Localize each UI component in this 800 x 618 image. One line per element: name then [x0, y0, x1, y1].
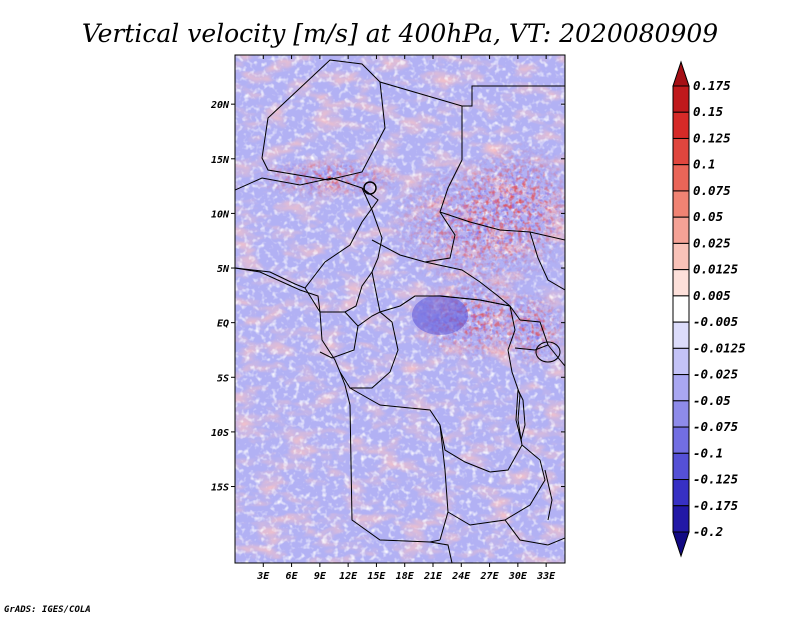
- boundary-malawi: [544, 469, 553, 521]
- colorbar-label: 0.125: [693, 130, 731, 145]
- plot-frame: [234, 54, 566, 564]
- x-tick-label: 15E: [367, 571, 386, 582]
- boundary-nigeria: [235, 177, 379, 289]
- boundary-tanzania: [547, 344, 565, 367]
- boundary-northern: [261, 59, 386, 181]
- colorbar-segment: [672, 295, 690, 323]
- boundary-angola-east: [439, 424, 449, 541]
- colorbar-segment: [672, 164, 690, 192]
- boundary-drc-north: [399, 295, 521, 321]
- x-tick-label: 30E: [508, 571, 528, 582]
- colorbar-top-arrow: [672, 60, 690, 87]
- x-tick-label: 12E: [339, 571, 358, 582]
- y-tick-label: 5N: [217, 264, 230, 275]
- colorbar-label: -0.0125: [693, 340, 746, 355]
- colorbar-label: 0.1: [693, 157, 716, 172]
- colorbar-segment: [672, 321, 690, 349]
- x-tick-label: 9E: [314, 571, 327, 582]
- colorbar-label: 0.05: [693, 209, 724, 224]
- x-tick-label: 6E: [286, 571, 299, 582]
- y-tick-label: 15N: [211, 155, 230, 166]
- colorbar-segment: [672, 426, 690, 454]
- boundary-zambia: [447, 444, 546, 526]
- y-tick-label: 10N: [211, 209, 230, 220]
- colorbar-label: 0.15: [693, 104, 724, 119]
- colorbar-segment: [672, 111, 690, 139]
- velocity-field: [235, 55, 565, 563]
- y-tick-label: 15S: [211, 483, 229, 494]
- colorbar-segment: [672, 347, 690, 376]
- colorbar-segment: [672, 269, 690, 297]
- colorbar-segment: [672, 505, 690, 533]
- lake-chad: [363, 181, 377, 195]
- coastline-west: [235, 267, 351, 406]
- colorbar-label: -0.2: [693, 524, 723, 539]
- grads-credit: GrADS: IGES/COLA: [4, 605, 91, 615]
- convective-core-layer: [235, 55, 565, 563]
- x-tick-label: 33E: [536, 571, 556, 582]
- colorbar-segment: [672, 452, 690, 481]
- country-boundaries: [235, 59, 565, 563]
- colorbar-segment: [672, 479, 690, 507]
- x-tick-label: 3E: [256, 571, 270, 582]
- y-tick-label: 10S: [211, 428, 229, 439]
- colorbar-label: -0.005: [693, 314, 739, 329]
- colorbar-label: 0.075: [693, 183, 731, 198]
- colorbar-label: -0.175: [693, 498, 739, 513]
- x-tick-label: 18E: [396, 571, 415, 582]
- boundary-egypt-sudan: [462, 85, 565, 107]
- boundary-ethiopia: [529, 231, 565, 291]
- y-tick-label: 5S: [217, 373, 229, 384]
- boundary-gabon: [319, 311, 359, 359]
- colorbar-label: -0.05: [693, 393, 731, 408]
- x-tick-label: 24E: [451, 571, 471, 582]
- boundary-chad-east: [424, 159, 463, 263]
- boundary-south-sudan: [439, 211, 565, 241]
- colorbar-label: -0.025: [693, 367, 739, 382]
- x-tick-label: 21E: [423, 571, 443, 582]
- colorbar: 0.175 0.15 0.125 0.1 0.075 0.05 0.025 0.0125 0.0…: [672, 60, 746, 558]
- colorbar-label: 0.175: [693, 78, 731, 93]
- colorbar-segment: [672, 242, 690, 271]
- colorbar-label: 0.0125: [693, 262, 739, 277]
- colorbar-label: -0.1: [693, 445, 723, 460]
- colorbar-segment: [672, 400, 690, 428]
- boundary-namibia-botswana: [429, 541, 453, 563]
- x-tick-label: 27E: [480, 571, 500, 582]
- y-tick-label: EQ: [217, 319, 229, 330]
- colorbar-segment: [672, 85, 690, 113]
- subsidence-patch: [412, 295, 468, 335]
- colorbar-bottom-arrow: [672, 531, 690, 558]
- map-title: Vertical velocity [m/s] at 400hPa, VT: 2…: [82, 19, 718, 48]
- colorbar-label: 0.005: [693, 288, 731, 303]
- colorbar-label: -0.075: [693, 419, 739, 434]
- y-axis: 20N 15N 10N 5N EQ 5S 10S 15S: [210, 100, 565, 494]
- lake-tanganyika: [515, 388, 526, 442]
- colorbar-segment: [672, 374, 690, 402]
- x-axis: 3E 6E 9E 12E 15E 18E 21E 24E 27E 30E 33E: [256, 55, 556, 582]
- colorbar-segment: [672, 190, 690, 218]
- colorbar-segment: [672, 137, 690, 166]
- boundary-zimbabwe: [504, 519, 565, 546]
- colorbar-segment: [672, 216, 690, 244]
- y-tick-label: 20N: [210, 100, 230, 111]
- colorbar-label: -0.125: [693, 472, 739, 487]
- boundary-angola: [349, 404, 441, 543]
- boundary-congo: [339, 311, 399, 389]
- lake-victoria: [535, 341, 561, 363]
- colorbar-label: 0.025: [693, 235, 731, 250]
